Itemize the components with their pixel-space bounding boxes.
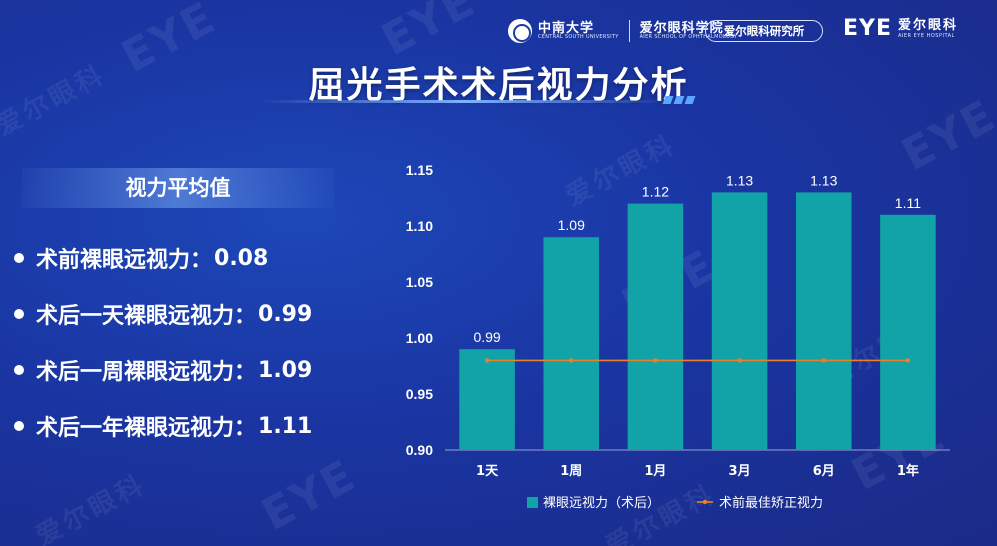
summary-item-label: 术后一天裸眼远视力： bbox=[36, 304, 257, 329]
x-tick-label: 1周 bbox=[560, 464, 582, 479]
summary-item: 术后一年裸眼远视力： 1.11 bbox=[14, 398, 312, 454]
university-seal-icon bbox=[508, 19, 532, 43]
x-tick-label: 1年 bbox=[897, 463, 919, 479]
reference-point bbox=[653, 358, 658, 363]
brand-en: AIER EYE HOSPITAL bbox=[898, 32, 955, 39]
summary-item-label: 术后一年裸眼远视力： bbox=[36, 416, 257, 441]
legend-line-label: 术前最佳矫正视力 bbox=[719, 495, 823, 511]
logo-divider bbox=[628, 20, 630, 42]
y-tick-label: 1.10 bbox=[406, 218, 433, 234]
summary-item-label: 术前裸眼远视力： bbox=[36, 248, 213, 273]
data-label: 1.13 bbox=[726, 172, 753, 188]
reference-point bbox=[484, 358, 490, 363]
brand-mark: EYE bbox=[843, 16, 892, 41]
bar bbox=[627, 203, 684, 450]
summary-item-value: 1.09 bbox=[258, 357, 313, 383]
watermark-mark: EYE bbox=[253, 449, 365, 542]
summary-item-label: 术后一周裸眼远视力： bbox=[36, 360, 257, 385]
vision-bar-chart: 0.90 0.95 1.00 1.05 1.10 1.15 0.99 1天 1.09 1周 1.12… bbox=[406, 162, 950, 511]
x-tick-label: 1天 bbox=[476, 464, 499, 479]
bar bbox=[795, 192, 852, 450]
y-tick-label: 1.15 bbox=[406, 162, 433, 178]
bullet-icon bbox=[14, 365, 24, 375]
summary-item-value: 0.08 bbox=[214, 245, 269, 271]
brand-cn: 爱尔眼科 bbox=[898, 17, 959, 33]
university-name: 中南大学 bbox=[538, 20, 595, 36]
bar bbox=[711, 192, 768, 450]
summary-item: 术后一天裸眼远视力： 0.99 bbox=[14, 286, 312, 342]
summary-item-value: 1.11 bbox=[258, 413, 313, 439]
reference-point bbox=[737, 358, 742, 363]
legend-line-marker bbox=[702, 499, 708, 505]
title-underline bbox=[260, 100, 670, 103]
summary-item: 术后一周裸眼远视力： 1.09 bbox=[14, 342, 312, 398]
summary-list: 术前裸眼远视力： 0.08 术后一天裸眼远视力： 0.99 术后一周裸眼远视力：… bbox=[14, 230, 312, 454]
data-label: 1.13 bbox=[810, 172, 837, 188]
bullet-icon bbox=[14, 421, 24, 431]
reference-point bbox=[821, 358, 826, 363]
bullet-icon bbox=[14, 253, 24, 263]
legend-bar-swatch bbox=[527, 497, 538, 508]
y-tick-label: 0.90 bbox=[406, 442, 433, 458]
data-label: 0.99 bbox=[473, 329, 500, 345]
university-logo: 中南大学 CENTRAL SOUTH UNIVERSITY 爱尔眼科学院 AIE… bbox=[508, 18, 737, 44]
x-tick-label: 3月 bbox=[729, 464, 751, 479]
y-tick-label: 1.00 bbox=[406, 330, 433, 346]
data-label: 1.12 bbox=[642, 184, 669, 200]
reference-point bbox=[905, 358, 911, 363]
legend-bar-label: 裸眼远视力（术后） bbox=[543, 496, 660, 511]
institute-badge: 爱尔眼科研究所 bbox=[705, 20, 823, 42]
x-tick-label: 1月 bbox=[644, 464, 666, 479]
y-tick-label: 1.05 bbox=[406, 274, 433, 290]
university-sub: CENTRAL SOUTH UNIVERSITY bbox=[538, 34, 619, 41]
bar bbox=[880, 214, 936, 450]
bullet-icon bbox=[14, 309, 24, 319]
bar bbox=[459, 349, 515, 450]
summary-item: 术前裸眼远视力： 0.08 bbox=[14, 230, 312, 286]
watermark-cn: 爱尔眼科 bbox=[31, 469, 152, 546]
bar bbox=[543, 237, 600, 450]
college-sub: AIER SCHOOL OF OPHTHALMOLOGY bbox=[639, 34, 738, 41]
page-title: 屈光手术术后视力分析 bbox=[308, 65, 689, 106]
x-tick-label: 6月 bbox=[813, 464, 835, 479]
title-accent bbox=[662, 96, 696, 104]
brand-logo: EYE 爱尔眼科 AIER EYE HOSPITAL bbox=[843, 16, 958, 41]
summary-item-value: 0.99 bbox=[258, 301, 313, 327]
data-label: 1.09 bbox=[558, 217, 585, 233]
summary-heading: 视力平均值 bbox=[22, 168, 334, 208]
college-name: 爱尔眼科学院 bbox=[639, 20, 724, 36]
data-label: 1.11 bbox=[895, 195, 921, 211]
reference-point bbox=[569, 358, 574, 363]
y-tick-label: 0.95 bbox=[406, 386, 433, 402]
